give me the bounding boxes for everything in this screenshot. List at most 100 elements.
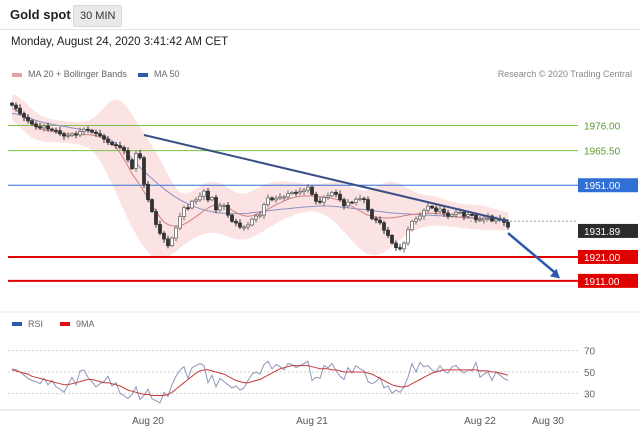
candle-body (370, 209, 374, 220)
candle-body (186, 207, 190, 210)
candle (262, 202, 266, 219)
candle-body (202, 190, 206, 197)
candle (478, 215, 482, 222)
candle (38, 122, 42, 130)
candle-body (454, 211, 458, 216)
candle-body (306, 186, 310, 191)
candle-body (422, 209, 426, 217)
candle-body (250, 218, 254, 226)
candle-body (354, 198, 358, 203)
candle (330, 190, 334, 198)
candle-body (154, 211, 158, 225)
candle-body (242, 226, 246, 229)
candle-body (170, 237, 174, 247)
rsi-tick-50: 50 (584, 368, 596, 379)
candle-body (30, 120, 34, 125)
candle-body (266, 197, 270, 206)
candle (174, 225, 178, 242)
candle-body (54, 129, 58, 132)
forecast-arrow-head (549, 268, 560, 279)
candle (418, 212, 422, 221)
candle-body (302, 189, 306, 192)
candle (274, 195, 278, 204)
candle-body (290, 192, 294, 195)
candle (434, 205, 438, 215)
candle (206, 187, 210, 203)
candle (314, 191, 318, 205)
candle-body (446, 212, 450, 217)
candle-body (426, 205, 430, 211)
candle-body (90, 129, 94, 133)
candle-body (210, 197, 214, 201)
level-label-1921.00: 1921.00 (584, 253, 621, 264)
candle-body (474, 214, 478, 221)
candle-body (102, 135, 106, 140)
candle-body (278, 196, 282, 199)
candle-body (18, 107, 22, 114)
candle-body (438, 208, 442, 212)
candle (326, 192, 330, 201)
x-tick-Aug 20: Aug 20 (132, 416, 164, 427)
candle (462, 210, 466, 221)
timestamp: Monday, August 24, 2020 3:41:42 AM CET (11, 36, 229, 48)
candle (214, 194, 218, 214)
candle (114, 141, 118, 149)
candle (302, 187, 306, 196)
candle-body (418, 215, 422, 220)
candle-body (394, 242, 398, 249)
candle-body (150, 199, 154, 212)
candle-body (10, 102, 14, 106)
candle (154, 208, 158, 228)
candle (374, 216, 378, 224)
candle (346, 198, 350, 209)
candle-body (146, 183, 150, 200)
x-tick-Aug 22: Aug 22 (464, 416, 496, 427)
candle (90, 128, 94, 134)
candle-body (66, 135, 70, 137)
candle (146, 181, 150, 203)
candle-body (310, 186, 314, 195)
candle (382, 220, 386, 235)
candle (74, 131, 78, 139)
candle (310, 185, 314, 196)
candle (362, 196, 366, 204)
candle-body (174, 227, 178, 239)
candle (110, 141, 114, 147)
candle (270, 196, 274, 202)
candle-body (318, 200, 322, 203)
candle (166, 235, 170, 249)
candle (218, 202, 222, 212)
candle-body (366, 199, 370, 211)
candle (394, 240, 398, 251)
candle (258, 211, 262, 219)
candle-body (134, 153, 138, 169)
level-label-1976.00: 1976.00 (584, 121, 621, 132)
candle (62, 131, 66, 140)
candle (30, 119, 34, 126)
level-label-1951.00: 1951.00 (584, 181, 621, 192)
candle (318, 197, 322, 205)
candle-body (338, 193, 342, 200)
candle (202, 189, 206, 201)
candle-body (402, 242, 406, 250)
candle-body (234, 220, 238, 224)
candle (222, 203, 226, 211)
candle-body (222, 204, 226, 207)
candle-body (346, 201, 350, 207)
candle (46, 122, 50, 132)
candle (334, 189, 338, 198)
candle-body (390, 235, 394, 244)
candle (18, 104, 22, 116)
credit-text: Research © 2020 Trading Central (497, 69, 632, 79)
interval-button[interactable]: 30 MIN (73, 5, 123, 27)
rsi-legend-label-RSI: RSI (28, 319, 43, 329)
candle-body (94, 131, 98, 134)
rsi-legend-swatch-RSI (12, 322, 22, 326)
candle-body (62, 133, 66, 137)
candle-body (322, 197, 326, 203)
x-tick-Aug 21: Aug 21 (296, 416, 328, 427)
candle (266, 194, 270, 208)
candle-body (26, 116, 30, 122)
legend-ma50-swatch (138, 72, 148, 77)
candle (402, 241, 406, 253)
